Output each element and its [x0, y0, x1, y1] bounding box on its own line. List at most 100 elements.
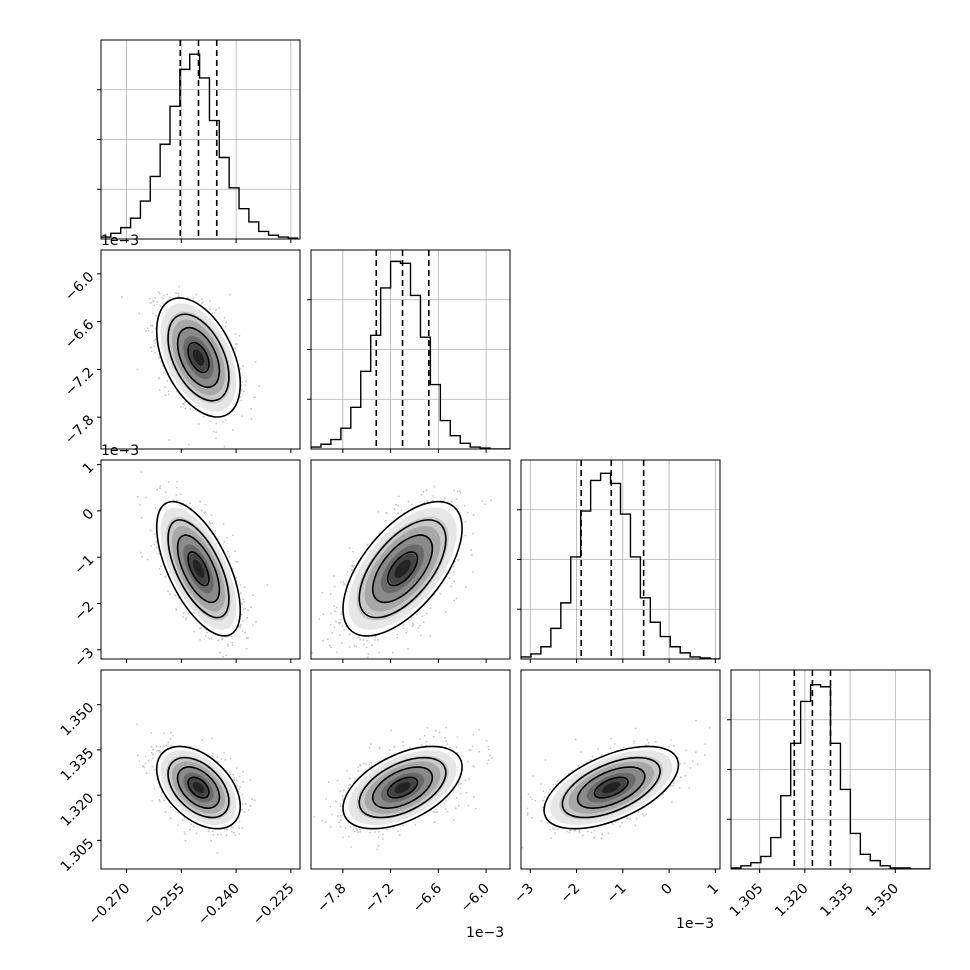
panel-content [731, 670, 930, 869]
x-tick-label: −7.8 [314, 881, 349, 916]
offset-label-x-col2: 1e−3 [466, 925, 504, 941]
density-contour [155, 500, 242, 637]
panel-frame [520, 459, 721, 660]
density-fill [394, 559, 411, 578]
histogram-step-line [731, 683, 930, 869]
offset-label-y-row3: 1e−3 [101, 443, 139, 459]
density-contour [176, 326, 221, 389]
y-tick-label: −2 [71, 599, 97, 625]
density-fill [602, 781, 621, 794]
corner-panels: −7.8−7.2−6.6−6.0−3−2−1011.3051.3201.3351… [58, 39, 931, 929]
density-contour [386, 776, 419, 799]
density-contour [167, 519, 230, 619]
density-contour [543, 745, 680, 830]
panel-content [101, 40, 300, 239]
panel-3-2: −3 −2 −1 0 1 [511, 669, 723, 907]
density-contour [371, 534, 434, 604]
x-tick-label: −7.2 [362, 881, 397, 916]
panel-3-1: −7.8 −7.2 −6.6 −6.0 [310, 669, 511, 916]
panel-2-0: −3 −2 −1 0 1 [71, 459, 301, 671]
panel-content [120, 285, 261, 448]
x-tick-label: 1.305 [727, 881, 767, 921]
panel-content [311, 485, 492, 659]
x-tick-label: −6.0 [458, 881, 493, 916]
density-contour [187, 341, 210, 374]
panel-frame [310, 669, 511, 870]
density-contour [342, 500, 463, 637]
x-tick-label: 1.320 [772, 881, 812, 921]
density-contour [167, 756, 230, 819]
panel-frame [310, 459, 511, 660]
panel-frame [100, 249, 301, 450]
density-fill [192, 559, 205, 578]
histogram-step-line [521, 472, 720, 659]
x-tick-label: −6.6 [410, 880, 445, 915]
panel-frame [100, 669, 301, 870]
y-tick-label: 1.350 [58, 700, 98, 740]
x-tick-label: −2 [557, 881, 583, 907]
density-contour [371, 766, 434, 809]
x-tick-label: −0.255 [140, 881, 188, 929]
panel-content [521, 719, 711, 849]
density-contour [576, 766, 646, 809]
y-tick-label: 1.305 [58, 835, 98, 875]
density-contour [593, 776, 629, 799]
x-tick-label: −0.270 [85, 881, 133, 929]
y-tick-label: −7.2 [62, 364, 97, 399]
density-fill [192, 349, 205, 366]
panel-content [136, 723, 256, 854]
panel-content [136, 471, 269, 659]
y-tick-label: −7.8 [62, 412, 97, 447]
y-tick-label: 1.335 [58, 745, 98, 785]
panel-frame [520, 669, 721, 870]
panel-2-2 [517, 459, 721, 663]
corner-labels: 1e−3 1e−3 1e−3 1e−3 [101, 233, 714, 941]
y-tick-label: 1 [80, 460, 98, 478]
density-contour [155, 297, 242, 418]
panel-frame [730, 669, 931, 870]
y-tick-label: 0 [80, 506, 98, 524]
density-contour [176, 766, 221, 809]
panel-frame [100, 459, 301, 660]
x-tick-label: −1 [604, 881, 630, 907]
density-contour [358, 756, 447, 819]
density-contour [167, 313, 230, 402]
density-contour [176, 534, 221, 604]
panel-frame [310, 249, 511, 450]
density-contour [155, 745, 242, 830]
x-tick-label: 0 [658, 881, 676, 899]
density-contour [187, 551, 210, 587]
panel-content [311, 250, 510, 449]
panel-0-0 [97, 39, 301, 243]
density-fill [192, 781, 205, 794]
histogram-step-line [101, 53, 299, 239]
density-contour [386, 551, 419, 587]
x-tick-label: 1.335 [817, 881, 857, 921]
x-tick-label: −0.225 [250, 881, 298, 929]
histogram-step-line [311, 260, 510, 449]
y-tick-label: −3 [71, 645, 97, 671]
panel-3-3: 1.305 1.320 1.335 1.350 [727, 669, 931, 921]
panel-content [313, 726, 493, 851]
y-tick-label: −6.6 [62, 317, 97, 352]
offset-label-x-col3: 1e−3 [676, 916, 714, 932]
panel-2-1 [310, 459, 511, 663]
y-tick-label: −6.0 [62, 269, 97, 304]
density-contour [342, 745, 463, 830]
panel-1-1 [307, 249, 511, 453]
y-tick-label: 1.320 [58, 790, 98, 830]
x-tick-label: 1 [705, 881, 723, 899]
panel-content [521, 460, 720, 659]
panel-1-0: −7.8 −7.2 −6.6 −6.0 [62, 249, 301, 453]
x-tick-label: −0.240 [195, 881, 243, 929]
offset-label-top-y-row2: 1e−3 [101, 233, 139, 249]
x-tick-label: −3 [511, 881, 537, 907]
x-tick-label: 1.350 [862, 881, 902, 921]
density-contour [358, 519, 447, 619]
y-tick-label: −1 [71, 552, 97, 578]
panel-frame [100, 39, 301, 240]
density-contour [561, 756, 661, 819]
density-contour [187, 776, 210, 799]
panel-3-0: 1.305 1.320 1.335 1.350 −0.270 −0.255 −0.240 −0… [58, 669, 301, 929]
